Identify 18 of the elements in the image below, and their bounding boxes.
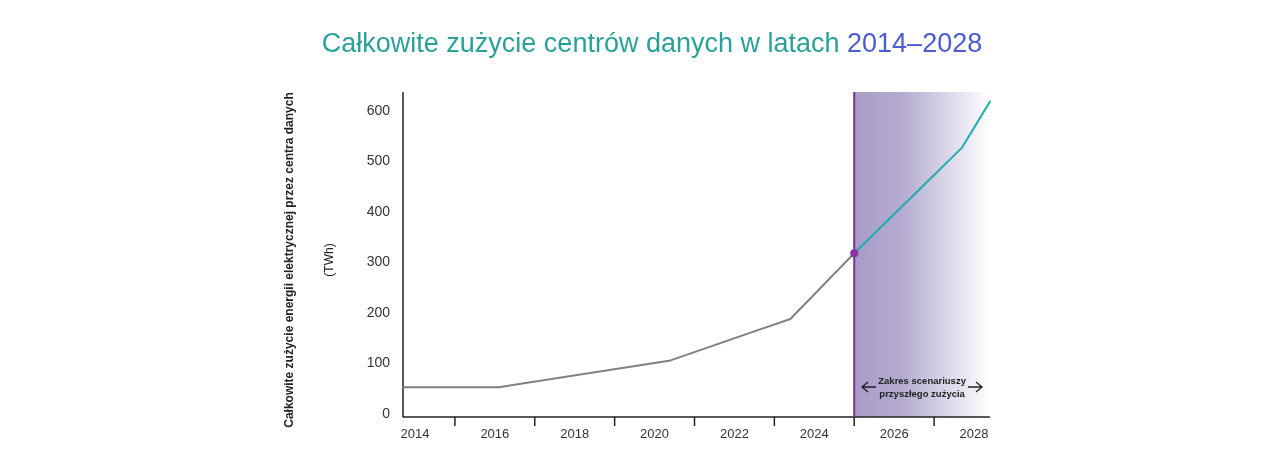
annotation: Zakres scenariuszy przyszłego zużycia <box>878 375 967 399</box>
y-tick-label: 200 <box>366 303 391 320</box>
text: Całkowite zużycie energii elektrycznej przez centra danych (TWh) <box>282 92 336 428</box>
chart-title: Całkowite zużycie centrów danych w latach 2014–2028 <box>321 28 983 58</box>
y-tick-label: 300 <box>366 253 391 270</box>
x-tick-label: 2014 <box>400 426 430 441</box>
x-tick-label: 2016 <box>480 426 510 441</box>
y-tick-label: 600 <box>366 101 391 118</box>
y-tick-label: 100 <box>366 354 391 371</box>
x-tick-label: 2026 <box>879 426 909 441</box>
x-tick-label: 2028 <box>959 426 989 441</box>
x-tick-label: 2022 <box>719 426 749 441</box>
y-tick-label: 500 <box>366 152 391 169</box>
x-tick-label: 2018 <box>560 426 590 441</box>
y-tick-label: 400 <box>366 202 391 219</box>
x-tick-label: 2024 <box>799 426 829 441</box>
x-tick-label: 2020 <box>640 426 670 441</box>
y-tick-label: 0 <box>382 404 391 421</box>
